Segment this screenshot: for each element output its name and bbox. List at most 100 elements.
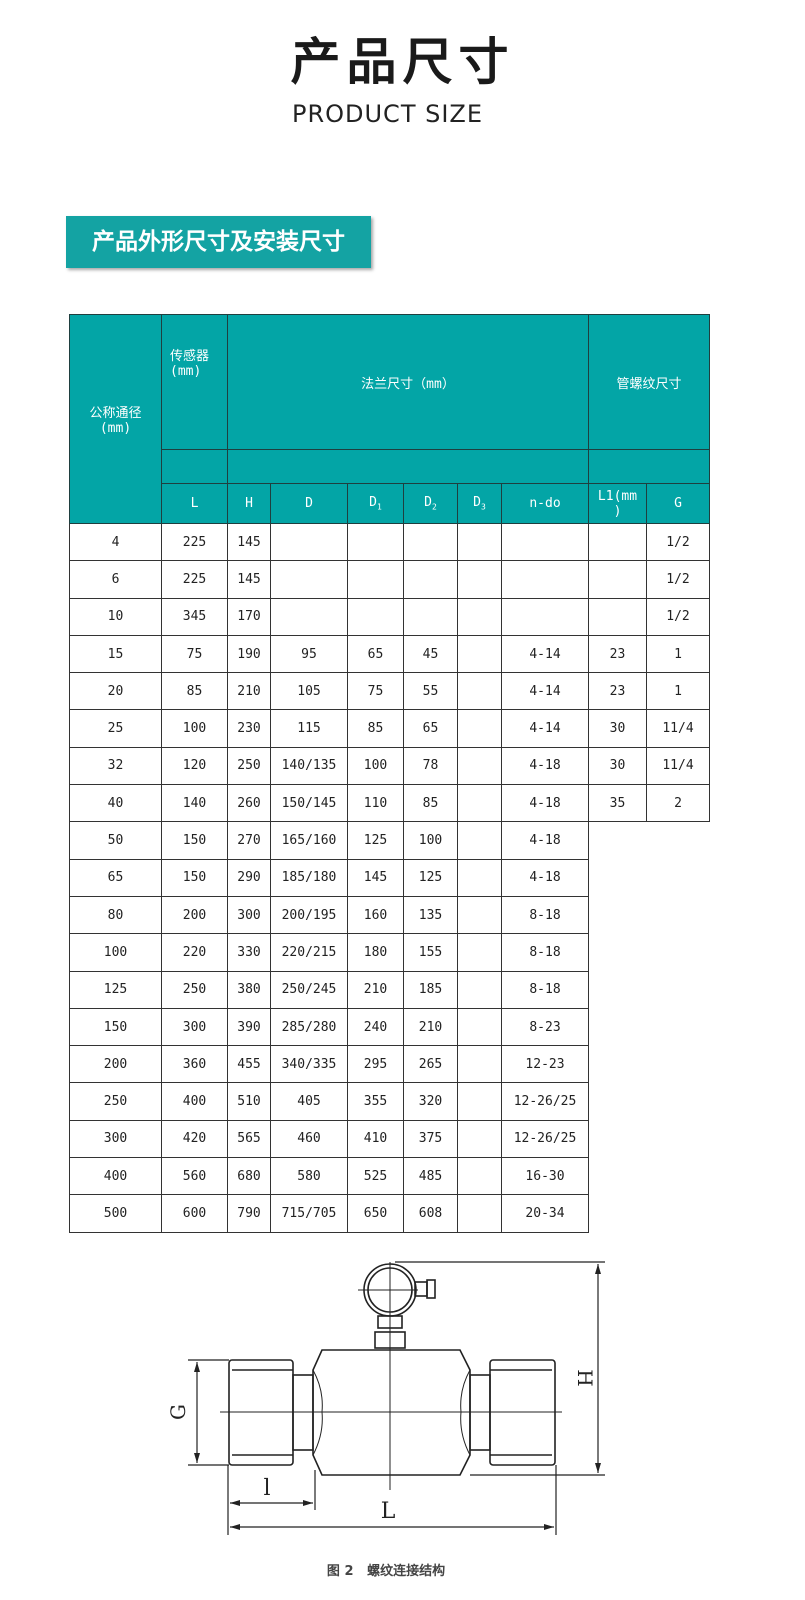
header-thread: 管螺纹尺寸 — [588, 314, 710, 450]
table-cell: 12-26/25 — [501, 1082, 589, 1121]
table-cell: 270 — [227, 821, 271, 860]
table-cell: 355 — [347, 1082, 404, 1121]
table-cell: 4-18 — [501, 821, 589, 860]
table-cell: 32 — [69, 746, 162, 786]
table-row: 25 100 230 115 85 65 4-14 30 11/4 — [69, 709, 710, 748]
table-cell: 225 — [161, 522, 228, 562]
table-row: 250 400 510 405 355 320 12-26/25 — [69, 1082, 710, 1121]
table-cell — [646, 1008, 710, 1046]
size-table: 公称通径 (mm) 传感器 (mm) 法兰尺寸（mm） 管螺纹尺寸 L H D … — [69, 314, 710, 1233]
table-row: 4 225 145 1/2 — [69, 522, 710, 562]
table-cell: 4-14 — [501, 709, 589, 748]
page-subtitle: PRODUCT SIZE — [291, 100, 484, 128]
table-cell — [588, 933, 647, 972]
table-cell: 220/215 — [270, 933, 348, 972]
table-cell — [457, 970, 502, 1009]
table-cell: 290 — [227, 858, 271, 897]
table-row: 500 600 790 715/705 650 608 20-34 — [69, 1194, 710, 1233]
table-cell: 145 — [227, 560, 271, 599]
table-cell — [501, 522, 589, 562]
table-cell: 115 — [270, 709, 348, 748]
table-cell: 250 — [227, 746, 271, 786]
table-cell: 4-14 — [501, 634, 589, 674]
table-row: 80 200 300 200/195 160 135 8-18 — [69, 895, 710, 935]
table-cell: 390 — [227, 1007, 271, 1047]
table-cell: 1 — [646, 634, 710, 674]
table-cell: 165/160 — [270, 821, 348, 860]
table-cell: 485 — [403, 1157, 458, 1196]
table-cell: 75 — [347, 672, 404, 711]
table-cell: 455 — [227, 1045, 271, 1084]
table-cell — [501, 560, 589, 599]
table-cell: 20 — [69, 672, 162, 711]
table-cell: 150 — [161, 858, 228, 897]
table-cell — [646, 971, 710, 1009]
table-cell — [646, 1045, 710, 1083]
table-cell — [457, 1119, 502, 1159]
table-cell — [403, 522, 458, 562]
table-cell: 230 — [227, 709, 271, 748]
table-cell: 210 — [227, 672, 271, 711]
table-row: 15 75 190 95 65 45 4-14 23 1 — [69, 634, 710, 674]
table-cell: 65 — [403, 709, 458, 748]
table-cell: 320 — [403, 1082, 458, 1121]
table-cell: 75 — [161, 634, 228, 674]
table-cell: 185 — [403, 970, 458, 1009]
table-cell — [646, 1194, 710, 1233]
table-cell: 150/145 — [270, 784, 348, 823]
table-cell — [457, 895, 502, 935]
table-cell: 8-18 — [501, 895, 589, 935]
table-cell — [457, 522, 502, 562]
table-row: 300 420 565 460 410 375 12-26/25 — [69, 1119, 710, 1159]
table-row: 32 120 250 140/135 100 78 4-18 30 11/4 — [69, 746, 710, 786]
table-cell: 330 — [227, 933, 271, 972]
label-L: L — [381, 1499, 396, 1524]
table-cell — [347, 597, 404, 636]
header-sensor: 传感器 (mm) — [161, 314, 228, 450]
table-cell: 600 — [161, 1194, 228, 1233]
header-flange: 法兰尺寸（mm） — [227, 314, 589, 450]
table-cell — [588, 821, 647, 860]
table-cell: 360 — [161, 1045, 228, 1084]
table-cell — [588, 1045, 647, 1083]
table-cell: 1/2 — [646, 597, 710, 636]
table-cell: 135 — [403, 895, 458, 935]
table-cell: 680 — [227, 1157, 271, 1196]
table-row: 40 140 260 150/145 110 85 4-18 35 2 — [69, 784, 710, 823]
diagram-caption: 图 2 螺纹连接结构 — [327, 1563, 445, 1579]
table-row: 200 360 455 340/335 295 265 12-23 — [69, 1045, 710, 1084]
header-blank — [588, 449, 710, 484]
table-cell: 20-34 — [501, 1194, 589, 1233]
table-cell: 125 — [69, 970, 162, 1009]
table-cell: 85 — [161, 672, 228, 711]
table-cell: 200 — [69, 1045, 162, 1084]
table-cell: 185/180 — [270, 858, 348, 897]
table-cell: 200/195 — [270, 895, 348, 935]
table-cell — [270, 560, 348, 599]
table-cell — [588, 1082, 647, 1121]
table-cell — [646, 821, 710, 860]
page-title: 产品尺寸 — [290, 33, 515, 91]
table-cell: 30 — [588, 746, 647, 786]
header-L1: L1(mm ) — [588, 483, 647, 524]
table-cell: 4-18 — [501, 858, 589, 897]
table-cell: 250 — [161, 970, 228, 1009]
table-cell — [588, 1157, 647, 1195]
table-cell — [646, 859, 710, 897]
table-cell: 35 — [588, 784, 647, 823]
table-cell: 250/245 — [270, 970, 348, 1009]
table-cell — [646, 933, 710, 972]
table-cell — [646, 896, 710, 934]
table-cell: 45 — [403, 634, 458, 674]
table-cell: 110 — [347, 784, 404, 823]
dimension-lines — [188, 1261, 605, 1535]
table-cell — [270, 597, 348, 636]
table-cell: 80 — [69, 895, 162, 935]
table-cell — [588, 896, 647, 934]
table-row: 125 250 380 250/245 210 185 8-18 — [69, 970, 710, 1009]
table-cell: 715/705 — [270, 1194, 348, 1233]
table-cell: 125 — [403, 858, 458, 897]
table-cell: 190 — [227, 634, 271, 674]
header-nominal-diameter: 公称通径 (mm) — [69, 314, 162, 524]
